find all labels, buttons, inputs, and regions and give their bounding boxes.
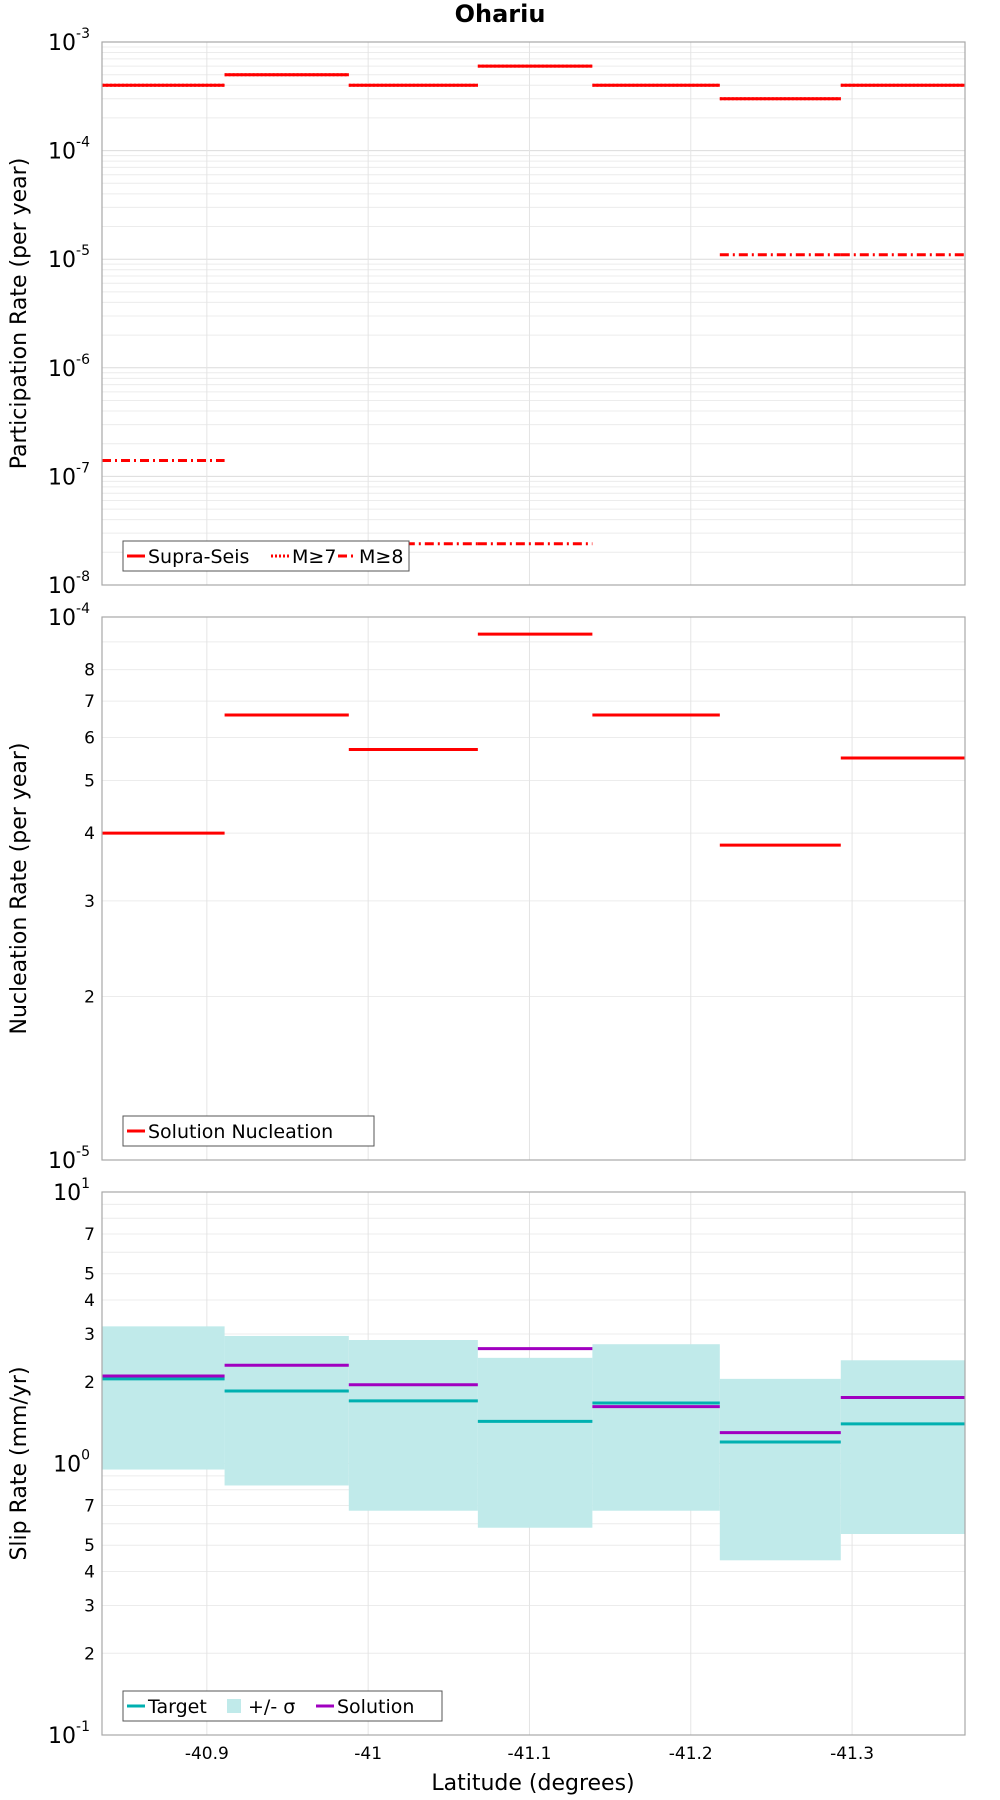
legend-entry: Solution Nucleation (148, 1121, 333, 1143)
y-tick-label: 10-4 (48, 601, 90, 631)
legend-box (122, 540, 410, 572)
y-minor-tick-label: 2 (84, 988, 95, 1008)
y-axis-label: Nucleation Rate (per year) (7, 743, 32, 1035)
y-minor-tick-label: 3 (84, 1325, 95, 1345)
y-minor-tick-label: 8 (84, 661, 95, 681)
y-minor-tick-label: 2 (84, 1644, 95, 1664)
y-minor-tick-label: 6 (84, 728, 95, 748)
y-tick-label: 10-5 (48, 1144, 90, 1174)
y-minor-tick-label: 2 (84, 1373, 95, 1393)
y-axis-label: Slip Rate (mm/yr) (7, 1366, 32, 1560)
participation-rate-panel: 10-8 10-7 10-6 10-5 10-4 10-3 Participation Ra… (7, 26, 966, 599)
legend: Target +/- σ Solution (122, 1690, 443, 1722)
x-tick-label: -41.3 (830, 1744, 874, 1764)
sigma-band-segment (102, 1326, 225, 1470)
nucleation-rate-panel: 10-5 10-4 2 3 4 5 6 7 8 Nucleation Rate (per year… (7, 601, 966, 1174)
legend-box (122, 1690, 443, 1722)
y-minor-tick-label: 7 (84, 692, 95, 712)
legend-box (122, 1115, 375, 1147)
legend-entry: Solution (337, 1696, 414, 1718)
x-tick-label: -41 (354, 1744, 382, 1764)
legend: Supra-Seis M≥7 M≥8 (122, 540, 410, 572)
y-minor-tick-label: 3 (84, 892, 95, 912)
y-minor-tick-label: 4 (84, 824, 95, 844)
sigma-band-segment (224, 1335, 349, 1486)
y-minor-tick-label: 5 (84, 771, 95, 791)
legend-entry: Target (147, 1696, 207, 1718)
y-tick-label: 10-5 (48, 243, 90, 273)
chart-title: Ohariu (455, 0, 546, 28)
x-axis-label: Latitude (degrees) (431, 1771, 634, 1796)
y-minor-tick-label: 4 (84, 1291, 95, 1311)
y-minor-tick-label: 5 (84, 1536, 95, 1556)
sigma-band-segment (840, 1360, 965, 1534)
slip-rate-panel: -40.9 -41 -41.1 -41.2 -41.3 10-1 100 101 2 3 4 5 7 2 3… (7, 1176, 966, 1764)
y-tick-label: 101 (53, 1176, 90, 1206)
legend-entry: +/- σ (248, 1696, 295, 1718)
y-tick-label: 10-1 (48, 1719, 90, 1749)
y-axis-label: Participation Rate (per year) (7, 158, 32, 470)
x-tick-label: -41.2 (669, 1744, 713, 1764)
y-minor-tick-label: 7 (84, 1225, 95, 1245)
legend-entry: M≥7 (292, 546, 336, 568)
sigma-band-segment (348, 1340, 478, 1511)
y-tick-label: 10-7 (48, 460, 90, 490)
y-tick-label: 10-3 (48, 26, 90, 56)
sigma-band-segment (719, 1378, 841, 1561)
y-minor-tick-label: 3 (84, 1596, 95, 1616)
y-minor-tick-label: 4 (84, 1563, 95, 1583)
legend: Solution Nucleation (122, 1115, 375, 1147)
x-tick-label: -41.1 (507, 1744, 551, 1764)
y-tick-label: 10-6 (48, 352, 90, 382)
sigma-band-segment (477, 1357, 593, 1528)
plot-frame (101, 41, 966, 586)
legend-entry: M≥8 (359, 546, 403, 568)
y-tick-label: 10-4 (48, 135, 90, 165)
y-minor-tick-label: 7 (84, 1497, 95, 1517)
legend-swatch (227, 1699, 241, 1713)
plot-frame (101, 616, 966, 1161)
x-tick-label: -40.9 (185, 1744, 229, 1764)
y-minor-tick-label: 5 (84, 1265, 95, 1285)
sigma-band-segment (592, 1344, 720, 1511)
y-tick-label: 10-8 (48, 569, 90, 599)
plot-area (102, 42, 965, 585)
legend-entry: Supra-Seis (148, 546, 249, 568)
plot-frame (101, 1191, 966, 1736)
plot-area (102, 617, 965, 1160)
y-tick-label: 100 (53, 1448, 90, 1478)
